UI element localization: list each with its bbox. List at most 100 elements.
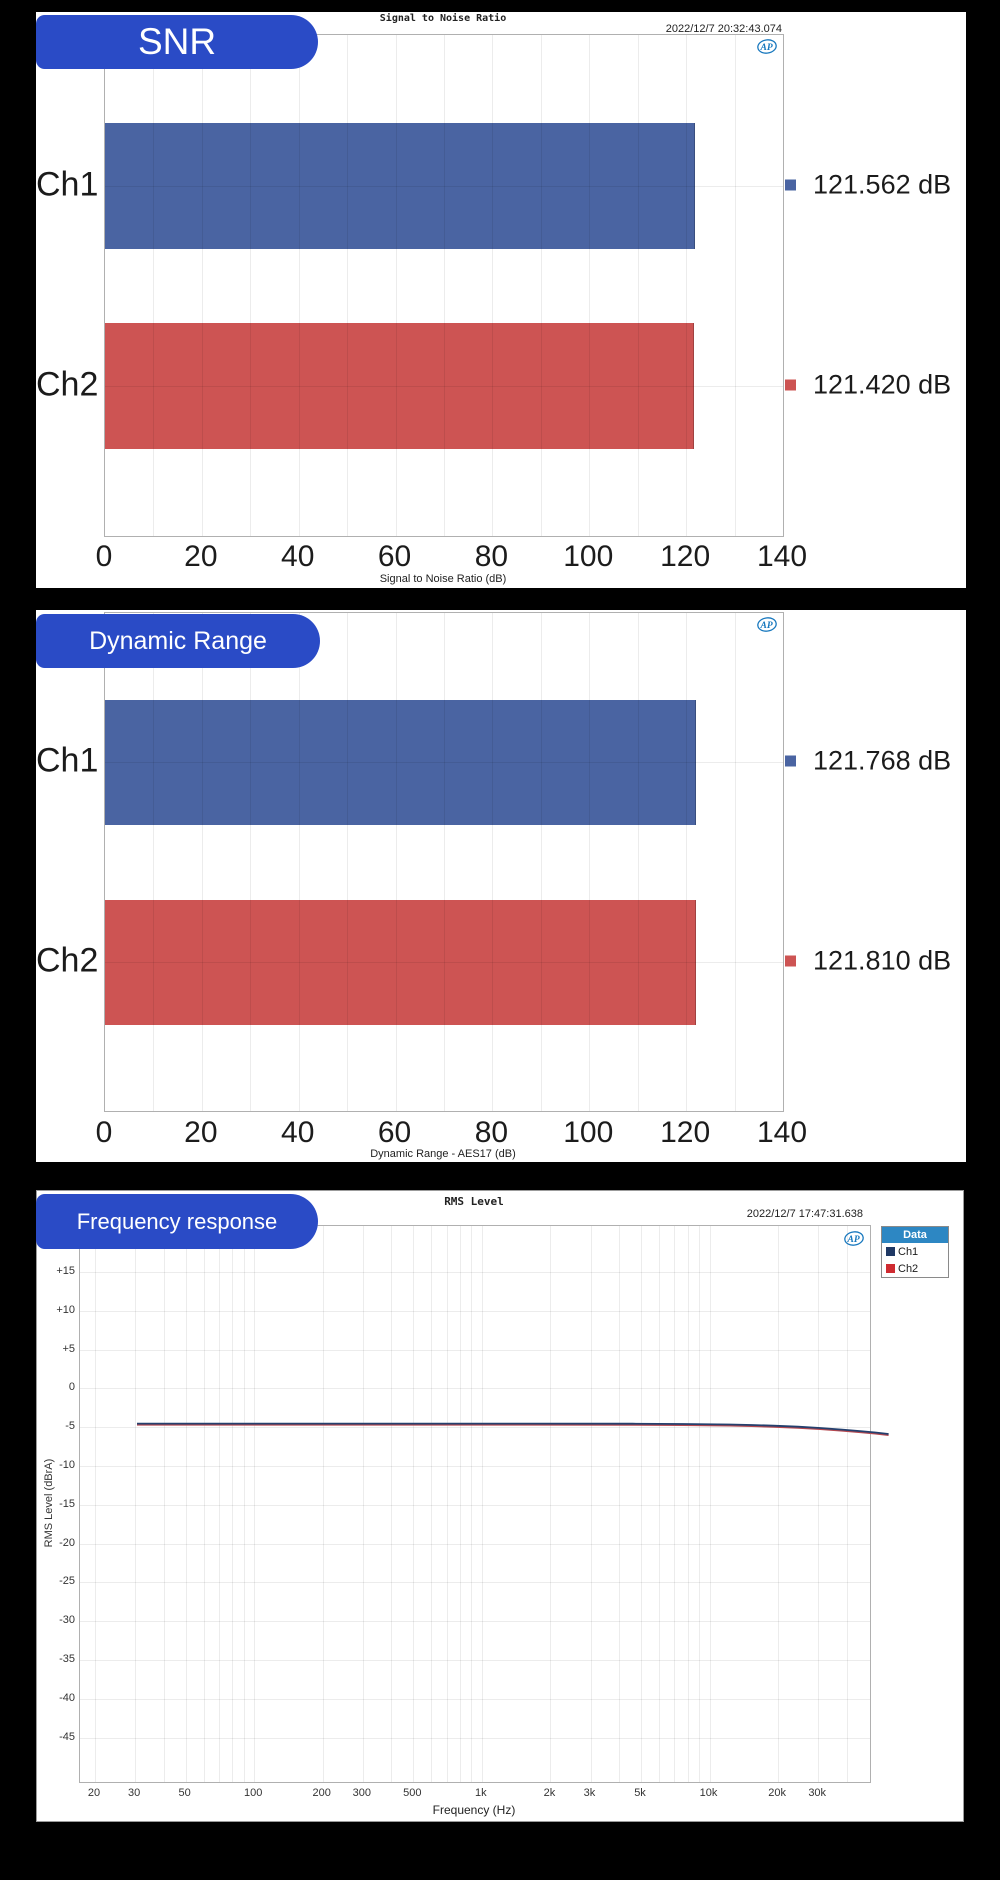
x-tick-label: 0 <box>95 1116 113 1149</box>
gridline <box>80 1272 870 1273</box>
y-tick-label: -15 <box>59 1497 75 1510</box>
gridline <box>80 1388 870 1390</box>
x-tick-label: 140 <box>756 1116 808 1149</box>
category-label-ch2: Ch2 <box>36 365 99 404</box>
curve-ch1 <box>137 1422 889 1435</box>
x-tick-label: 40 <box>281 540 315 573</box>
y-tick-label: -25 <box>59 1575 75 1588</box>
frequency-response-chart-title: RMS Level <box>444 1195 504 1208</box>
value-marker-ch1 <box>785 755 796 767</box>
gridline <box>232 1226 234 1782</box>
frequency-response-panel: RMS Level 2022/12/7 17:47:31.638 AP Freq… <box>36 1190 964 1822</box>
dynamic-range-plot-area: AP <box>104 612 784 1112</box>
gridline <box>80 1660 870 1661</box>
x-tick-label: 100 <box>563 1116 614 1149</box>
gridline <box>541 613 542 1111</box>
x-tick-label: 120 <box>660 1116 711 1149</box>
value-label-ch1: 121.768 dB <box>813 745 952 776</box>
x-tick-label: 50 <box>178 1787 191 1799</box>
x-tick-label: 3k <box>583 1787 596 1799</box>
gridline <box>431 1226 433 1782</box>
gridline <box>202 613 203 1111</box>
y-tick-label: +15 <box>56 1265 75 1277</box>
gridline <box>80 1310 870 1312</box>
x-tick-label: 0 <box>95 540 113 573</box>
frequency-response-badge: Frequency response <box>36 1194 318 1249</box>
gridline <box>444 35 445 536</box>
x-tick-label: 2k <box>543 1787 556 1799</box>
x-tick-label: 80 <box>474 540 509 573</box>
gridline <box>396 35 397 536</box>
gridline <box>471 1226 473 1782</box>
gridline <box>105 186 783 187</box>
gridline <box>641 1226 642 1782</box>
x-tick-label: 100 <box>563 540 614 573</box>
gridline <box>243 1226 245 1782</box>
gridline <box>135 1226 137 1782</box>
gridline <box>481 1226 483 1782</box>
gridline <box>589 613 590 1111</box>
gridline <box>818 1226 820 1782</box>
value-label-ch1: 121.562 dB <box>813 169 952 200</box>
gridline <box>153 35 154 536</box>
gridline <box>80 1621 870 1623</box>
snr-panel: Signal to Noise Ratio 2022/12/7 20:32:43… <box>36 12 966 588</box>
snr-x-axis-label: Signal to Noise Ratio (dB) <box>379 573 507 585</box>
snr-plot-area: AP <box>104 34 784 537</box>
y-tick-label: -40 <box>59 1691 75 1704</box>
snr-badge: SNR <box>36 15 318 69</box>
x-tick-label: 30k <box>808 1787 827 1799</box>
x-tick-label: 100 <box>243 1787 263 1799</box>
frequency-response-curves <box>137 1422 889 1436</box>
gridline <box>347 613 348 1111</box>
ap-logo-icon: AP <box>757 39 777 54</box>
y-tick-label: 0 <box>68 1381 75 1394</box>
gridline <box>362 1226 364 1782</box>
y-tick-label: -35 <box>59 1653 75 1665</box>
gridline <box>95 1226 96 1782</box>
gridline <box>80 1698 870 1700</box>
x-tick-label: 20 <box>184 540 218 573</box>
x-tick-label: 30 <box>127 1787 141 1799</box>
category-label-ch1: Ch1 <box>36 165 99 204</box>
snr-chart-title: Signal to Noise Ratio <box>379 13 507 24</box>
gridline <box>299 35 300 536</box>
gridline <box>686 613 687 1111</box>
x-tick-label: 200 <box>312 1787 331 1799</box>
x-tick-label: 5k <box>634 1787 646 1799</box>
gridline <box>687 1226 689 1782</box>
gridline <box>659 1226 660 1782</box>
category-label-ch2: Ch2 <box>36 941 99 980</box>
dynamic-range-panel: AP Dynamic Range Dynamic Range - AES17 (… <box>36 610 966 1162</box>
y-tick-label: -30 <box>59 1614 75 1627</box>
gridline <box>735 35 736 536</box>
y-tick-label: +5 <box>62 1342 75 1355</box>
gridline <box>299 613 300 1111</box>
gridline <box>638 35 639 536</box>
gridline <box>396 613 397 1111</box>
legend-item-label: Ch1 <box>898 1245 919 1258</box>
gridline <box>674 1226 676 1782</box>
x-tick-label: 60 <box>377 540 412 573</box>
gridline <box>80 1504 870 1506</box>
gridline <box>80 1466 870 1467</box>
gridline <box>492 35 493 536</box>
gridline <box>185 1226 187 1782</box>
legend-header: Data <box>882 1227 948 1243</box>
dynamic-range-badge: Dynamic Range <box>36 614 320 668</box>
legend-swatch-ch1 <box>886 1247 895 1256</box>
gridline <box>778 1226 780 1782</box>
gridline <box>80 1427 870 1429</box>
gridline <box>709 1226 711 1782</box>
gridline <box>250 613 251 1111</box>
x-tick-label: 300 <box>352 1787 371 1799</box>
svg-text:AP: AP <box>760 43 773 53</box>
gridline <box>444 613 445 1111</box>
x-tick-label: 20k <box>768 1787 786 1799</box>
x-tick-label: 20 <box>184 1116 218 1149</box>
gridline <box>105 386 783 387</box>
x-tick-label: 60 <box>377 1116 412 1149</box>
dynamic-range-x-axis-label: Dynamic Range - AES17 (dB) <box>370 1148 516 1160</box>
gridline <box>492 613 493 1111</box>
